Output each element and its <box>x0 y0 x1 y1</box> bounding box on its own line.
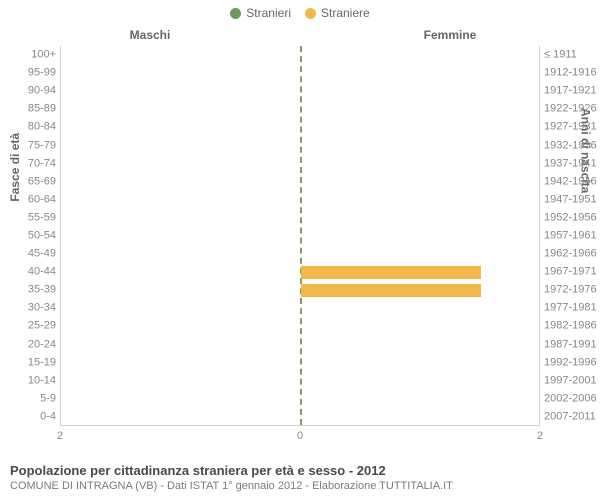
pyramid-row <box>61 372 539 390</box>
birth-year-label: 1977-1981 <box>544 303 600 314</box>
pyramid-row <box>61 155 539 173</box>
pyramid-row <box>61 299 539 317</box>
age-label: 25-29 <box>0 321 56 332</box>
birth-year-label: 1992-1996 <box>544 357 600 368</box>
legend-label-female: Straniere <box>321 6 370 20</box>
birth-year-label: 1987-1991 <box>544 339 600 350</box>
age-label: 0-4 <box>0 411 56 422</box>
chart-title: Popolazione per cittadinanza straniera p… <box>10 463 590 478</box>
age-label: 40-44 <box>0 267 56 278</box>
birth-year-label: 2002-2006 <box>544 393 600 404</box>
birth-year-label: 1967-1971 <box>544 267 600 278</box>
population-pyramid-chart <box>60 46 540 426</box>
pyramid-row <box>61 118 539 136</box>
age-label: 100+ <box>0 50 56 61</box>
pyramid-row <box>61 64 539 82</box>
pyramid-row <box>61 281 539 299</box>
age-label: 65-69 <box>0 176 56 187</box>
birth-year-label: 1982-1986 <box>544 321 600 332</box>
legend-dot-male <box>230 8 241 19</box>
age-label: 60-64 <box>0 194 56 205</box>
bar-female <box>301 266 481 279</box>
y-axis-right-labels: ≤ 1911 1912-1916 1917-1921 1922-1926 1927-19… <box>544 46 600 426</box>
age-label: 85-89 <box>0 104 56 115</box>
legend: Stranieri Straniere <box>0 0 600 20</box>
pyramid-row <box>61 336 539 354</box>
pyramid-row <box>61 263 539 281</box>
birth-year-label: 1997-2001 <box>544 375 600 386</box>
birth-year-label: 1942-1946 <box>544 176 600 187</box>
birth-year-label: 1972-1976 <box>544 285 600 296</box>
age-label: 15-19 <box>0 357 56 368</box>
pyramid-row <box>61 191 539 209</box>
birth-year-label: 1922-1926 <box>544 104 600 115</box>
x-tick-label: 2 <box>57 430 63 442</box>
birth-year-label: ≤ 1911 <box>544 50 600 61</box>
pyramid-row <box>61 408 539 426</box>
birth-year-label: 1917-1921 <box>544 86 600 97</box>
legend-label-male: Stranieri <box>246 6 291 20</box>
pyramid-row <box>61 390 539 408</box>
x-tick-label: 0 <box>297 430 303 442</box>
birth-year-label: 1962-1966 <box>544 249 600 260</box>
birth-year-label: 1932-1936 <box>544 140 600 151</box>
legend-item-female: Straniere <box>305 6 370 20</box>
age-label: 20-24 <box>0 339 56 350</box>
age-label: 80-84 <box>0 122 56 133</box>
birth-year-label: 1952-1956 <box>544 212 600 223</box>
age-label: 30-34 <box>0 303 56 314</box>
pyramid-row <box>61 227 539 245</box>
age-label: 35-39 <box>0 285 56 296</box>
pyramid-row <box>61 245 539 263</box>
age-label: 95-99 <box>0 68 56 79</box>
age-label: 70-74 <box>0 158 56 169</box>
birth-year-label: 1912-1916 <box>544 68 600 79</box>
birth-year-label: 2007-2011 <box>544 411 600 422</box>
chart-subtitle: COMUNE DI INTRAGNA (VB) - Dati ISTAT 1° … <box>10 480 590 492</box>
chart-footer: Popolazione per cittadinanza straniera p… <box>10 463 590 492</box>
age-label: 50-54 <box>0 231 56 242</box>
age-label: 90-94 <box>0 86 56 97</box>
birth-year-label: 1927-1931 <box>544 122 600 133</box>
age-label: 5-9 <box>0 393 56 404</box>
pyramid-row <box>61 100 539 118</box>
age-label: 45-49 <box>0 249 56 260</box>
legend-dot-female <box>305 8 316 19</box>
birth-year-label: 1947-1951 <box>544 194 600 205</box>
bar-female <box>301 284 481 297</box>
pyramid-row <box>61 317 539 335</box>
y-axis-left-labels: 100+ 95-99 90-94 85-89 80-84 75-79 70-74 65-69 6… <box>0 46 56 426</box>
x-tick-label: 2 <box>537 430 543 442</box>
column-header-female: Femmine <box>300 28 600 42</box>
pyramid-row <box>61 136 539 154</box>
age-label: 10-14 <box>0 375 56 386</box>
pyramid-row <box>61 354 539 372</box>
legend-item-male: Stranieri <box>230 6 291 20</box>
pyramid-row <box>61 209 539 227</box>
birth-year-label: 1937-1941 <box>544 158 600 169</box>
pyramid-row <box>61 82 539 100</box>
birth-year-label: 1957-1961 <box>544 231 600 242</box>
pyramid-row <box>61 173 539 191</box>
age-label: 55-59 <box>0 212 56 223</box>
age-label: 75-79 <box>0 140 56 151</box>
pyramid-row <box>61 46 539 64</box>
column-header-male: Maschi <box>0 28 300 42</box>
